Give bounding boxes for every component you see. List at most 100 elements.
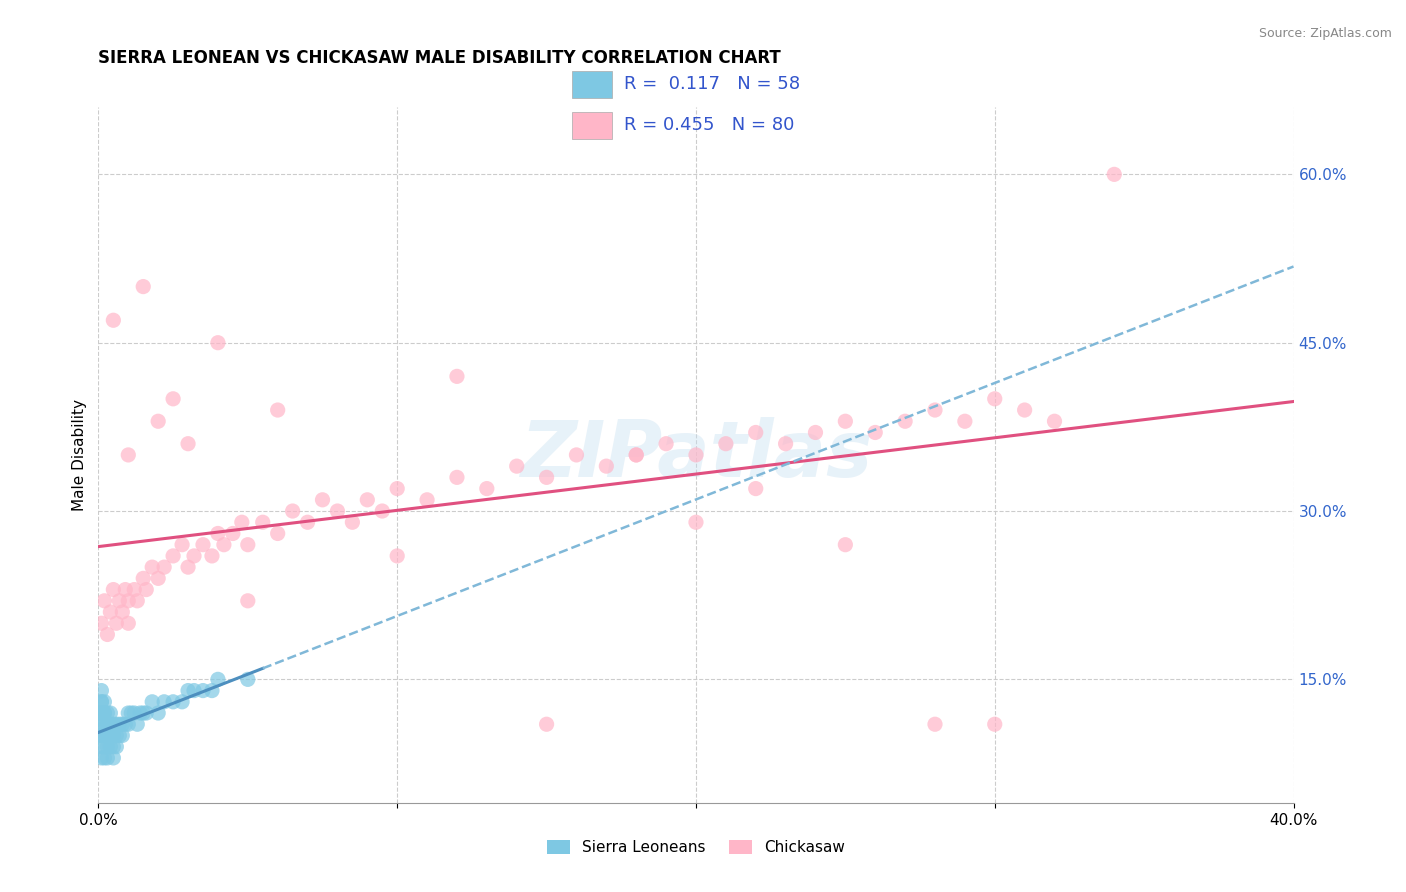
Point [117,706,139,720]
Point [132,571,155,585]
Point [685,515,707,529]
Point [90,683,112,698]
Point [984,392,1007,406]
Text: ZIPatlas: ZIPatlas [520,417,872,493]
Point [127,594,149,608]
Point [162,549,184,563]
Point [342,515,364,529]
Point [90,695,112,709]
Point [183,683,205,698]
Point [148,706,170,720]
Point [103,739,125,754]
Point [105,739,128,754]
Point [90,706,112,720]
Point [984,717,1007,731]
Point [162,695,184,709]
Point [117,717,139,731]
Point [108,717,131,731]
Point [655,436,678,450]
Point [565,448,588,462]
Point [385,482,409,496]
Point [100,605,122,619]
Point [201,683,224,698]
Point [111,729,134,743]
Point [100,706,122,720]
Point [1014,403,1036,417]
Point [207,335,229,350]
Point [105,717,128,731]
Point [385,549,409,563]
Point [93,594,115,608]
Point [201,549,224,563]
Point [834,414,856,428]
Point [297,515,319,529]
Point [90,739,112,754]
Point [103,313,125,327]
Text: R =  0.117   N = 58: R = 0.117 N = 58 [624,76,800,94]
Point [114,717,136,731]
Point [281,504,304,518]
Text: SIERRA LEONEAN VS CHICKASAW MALE DISABILITY CORRELATION CHART: SIERRA LEONEAN VS CHICKASAW MALE DISABIL… [98,49,782,67]
Point [953,414,976,428]
Point [96,729,118,743]
Point [93,706,115,720]
Point [105,616,128,631]
Point [90,729,112,743]
Y-axis label: Male Disability: Male Disability [72,399,87,511]
Point [105,729,128,743]
Point [536,717,558,731]
Point [93,751,115,765]
Point [103,751,125,765]
Point [894,414,917,428]
Point [100,739,122,754]
Point [141,695,163,709]
Point [267,403,290,417]
Point [804,425,827,440]
Point [177,560,200,574]
Point [124,706,146,720]
Point [90,729,112,743]
Point [236,594,259,608]
Point [177,683,200,698]
Point [132,279,155,293]
Point [1104,167,1126,181]
Point [93,706,115,720]
Point [252,515,274,529]
Point [475,482,498,496]
Point [135,582,157,597]
Point [96,717,118,731]
Bar [572,112,612,139]
Point [90,695,112,709]
Point [90,717,112,731]
Text: R = 0.455   N = 80: R = 0.455 N = 80 [624,116,794,134]
Point [127,717,149,731]
Point [416,492,439,507]
Point [117,448,139,462]
Point [108,594,131,608]
Point [120,706,142,720]
Point [685,448,707,462]
Point [775,436,797,450]
Point [90,751,112,765]
Point [93,739,115,754]
Point [96,751,118,765]
Point [356,492,378,507]
Point [231,515,253,529]
Point [311,492,333,507]
Point [626,448,648,462]
Point [93,717,115,731]
Point [924,717,946,731]
Point [117,616,139,631]
Point [108,729,131,743]
Point [1043,414,1066,428]
Point [626,448,648,462]
Point [103,729,125,743]
Point [111,605,134,619]
Point [222,526,245,541]
Point [153,560,176,574]
Point [141,560,163,574]
Point [96,627,118,641]
Point [90,706,112,720]
Point [191,538,214,552]
Point [745,425,768,440]
